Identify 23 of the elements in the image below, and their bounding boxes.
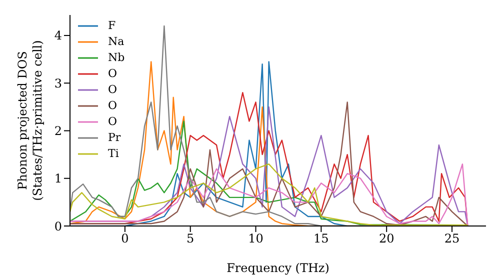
x-tick-label: 10 [248, 232, 264, 246]
x-axis-title: Frequency (THz) [226, 261, 330, 275]
legend-label: O [108, 114, 118, 130]
legend-label: F [108, 18, 116, 34]
x-tick-label: 5 [186, 232, 194, 246]
y-tick-label: 3 [54, 76, 62, 90]
x-tick-label: 0 [121, 232, 129, 246]
legend-label: Nb [108, 50, 125, 66]
legend-label: Na [108, 34, 124, 50]
y-tick-label: 1 [54, 172, 62, 186]
line-series [70, 163, 468, 226]
y-tick-label: 4 [54, 28, 62, 43]
legend-label: O [108, 66, 118, 82]
legend-label: O [108, 98, 118, 114]
x-tick-label: 25 [444, 232, 460, 246]
legend-label: Pr [108, 130, 121, 146]
legend-label: Ti [108, 146, 119, 162]
x-tick-label: 15 [314, 232, 329, 246]
y-tick-label: 0 [54, 219, 62, 234]
legend-label: O [108, 82, 118, 98]
x-tick-label: 20 [378, 232, 394, 246]
y-axis-title: Phonon projected DOS (States/THz·primitive cell) [16, 40, 44, 201]
y-tick-label: 2 [54, 124, 62, 138]
